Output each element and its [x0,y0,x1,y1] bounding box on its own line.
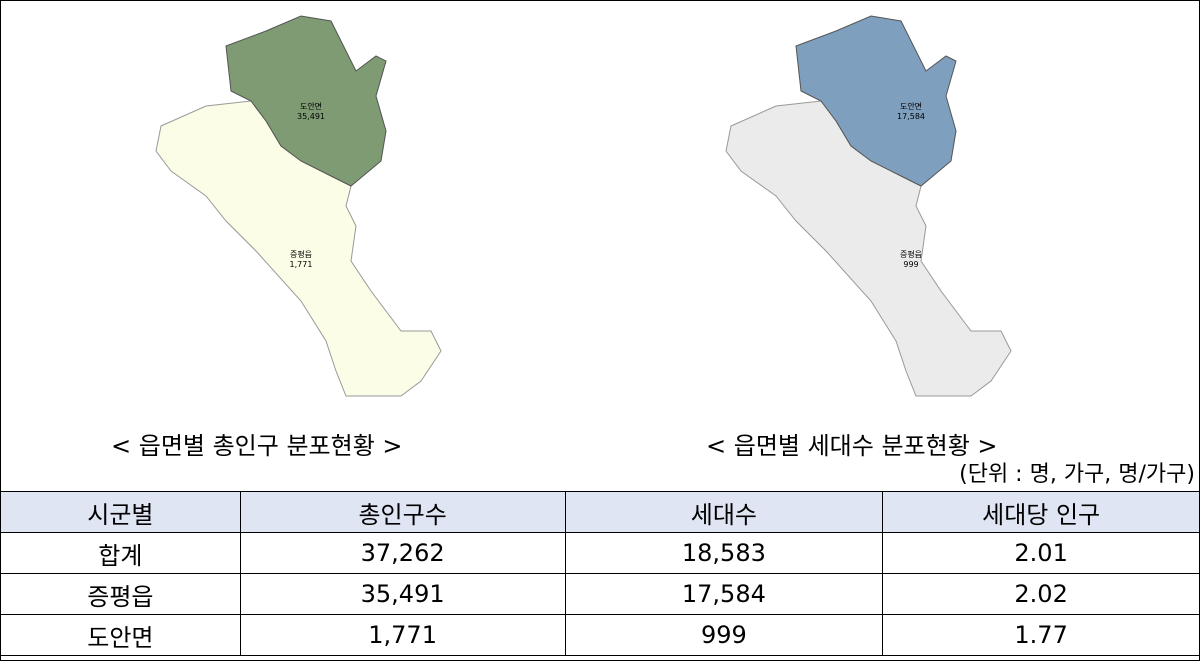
region-shape [795,15,957,187]
data-table: 시군별 총인구수 세대수 세대당 인구 합계 37,262 18,583 2.01 증평읍 35,… [1,491,1199,656]
table-row: 도안면 1,771 999 1.77 [1,614,1199,656]
table-cell: 17,584 [564,573,884,615]
map-caption: < 읍면별 세대수 분포현황 > [706,432,998,460]
table-cell: 35,491 [239,573,566,615]
table-cell: 18,583 [564,532,884,574]
table-cell: 총인구수 [239,491,566,533]
map-caption: < 읍면별 총인구 분포현황 > [111,432,403,460]
region-name: 도안면 [300,101,322,111]
header-row: 시군별 총인구수 세대수 세대당 인구 [1,491,1199,533]
table-row: 증평읍 35,491 17,584 2.02 [1,573,1199,615]
region-value: 999 [903,260,918,269]
table-cell: 2.01 [882,532,1199,574]
table-cell: 1.77 [882,614,1199,656]
table-cell: 증평읍 [1,573,241,615]
region-shape [225,15,387,187]
table-cell: 도안면 [1,614,241,656]
table-cell: 시군별 [1,491,241,533]
table-cell: 세대당 인구 [882,491,1199,533]
region-value: 35,491 [297,112,325,121]
table-cell: 999 [564,614,884,656]
table-cell: 합계 [1,532,241,574]
region-name: 증평읍 [900,249,922,259]
region-value: 17,584 [897,112,925,121]
unit-note: (단위 : 명, 가구, 명/가구) [959,462,1195,487]
table-cell: 37,262 [239,532,566,574]
table-cell: 세대수 [564,491,884,533]
region-value: 1,771 [290,260,313,269]
map-left: 도안면 35,491 증평읍 1,771 [155,15,442,397]
maps: 도안면 35,491 증평읍 1,771 도안면 17,584 증평읍 999 [155,15,1012,397]
region-name: 증평읍 [290,249,312,259]
region-name: 도안면 [900,101,922,111]
table-cell: 2.02 [882,573,1199,615]
table-row: 합계 37,262 18,583 2.01 [1,532,1199,574]
table-cell: 1,771 [239,614,566,656]
map-right: 도안면 17,584 증평읍 999 [725,15,1012,397]
